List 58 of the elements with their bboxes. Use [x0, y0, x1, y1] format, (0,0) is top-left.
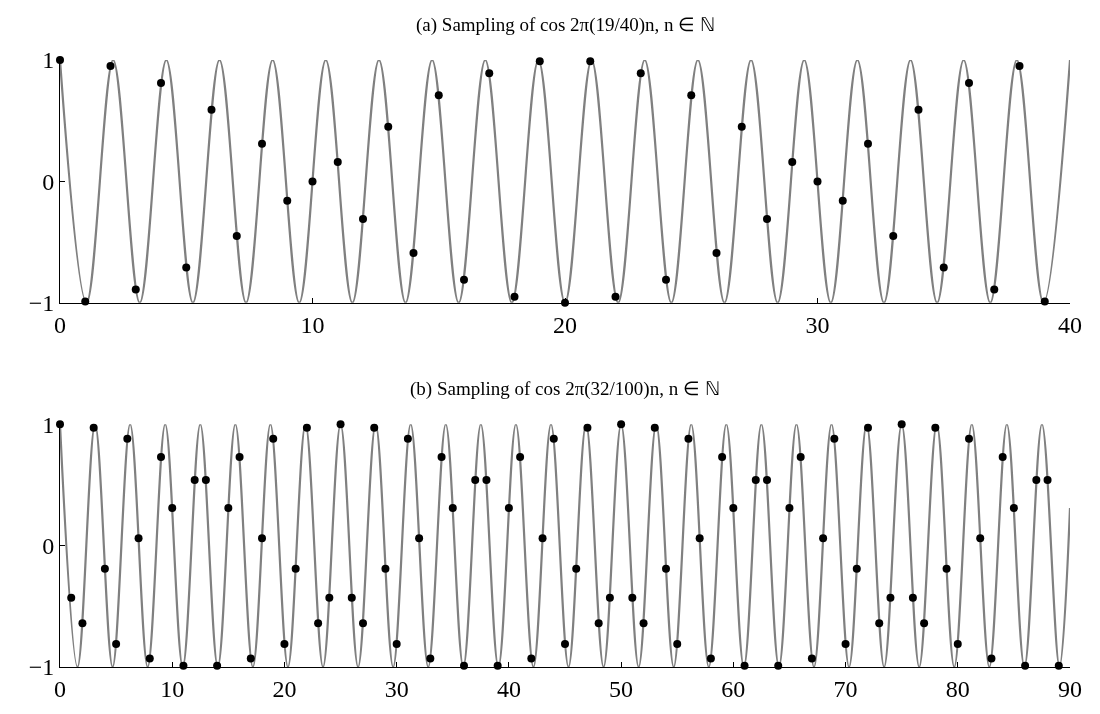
point	[990, 285, 999, 294]
point	[106, 62, 115, 71]
point	[131, 285, 140, 294]
x-tick-label: 10	[160, 675, 185, 702]
point	[182, 263, 191, 272]
x-tick-label: 70	[833, 675, 858, 702]
point	[535, 57, 544, 66]
point	[838, 196, 847, 205]
chart-title: (b) Sampling of cos 2π(32/100)n, n ∈ ℕ	[410, 378, 720, 400]
point	[636, 69, 645, 78]
x-tick-label: 30	[384, 675, 409, 702]
x-tick-label: 40	[1058, 311, 1082, 338]
point	[737, 122, 746, 131]
point	[510, 292, 519, 301]
chart-title: (a) Sampling of cos 2π(19/40)n, n ∈ ℕ	[416, 14, 716, 36]
point	[813, 177, 822, 186]
point	[409, 249, 418, 258]
point	[157, 79, 165, 88]
point	[712, 249, 721, 258]
x-tick-label: 10	[300, 311, 325, 338]
point	[283, 196, 292, 205]
point	[485, 69, 494, 78]
point	[460, 275, 468, 284]
y-tick-label: −1	[28, 654, 55, 681]
point	[56, 56, 64, 64]
y-tick-label: 1	[42, 47, 55, 74]
y-tick-label: −1	[28, 290, 55, 317]
point	[384, 122, 393, 131]
x-tick-label: 20	[553, 311, 577, 338]
point	[611, 292, 620, 301]
x-tick-label: 30	[805, 311, 830, 338]
point	[965, 79, 973, 88]
y-tick-label: 1	[42, 411, 55, 438]
point	[889, 232, 898, 241]
point	[864, 139, 872, 148]
point	[586, 57, 595, 66]
x-tick-label: 90	[1058, 675, 1082, 702]
point	[763, 215, 771, 224]
point	[939, 263, 948, 272]
point	[258, 139, 266, 148]
y-tick-label: 0	[42, 533, 55, 559]
y-tick-label: 0	[42, 168, 55, 195]
x-tick-label: 20	[272, 675, 297, 702]
x-tick-label: 60	[721, 675, 746, 702]
point	[788, 157, 797, 166]
point	[434, 91, 443, 100]
x-tick-label: 80	[945, 675, 970, 702]
x-tick-label: 40	[496, 675, 521, 702]
point	[914, 105, 923, 114]
point	[1015, 62, 1024, 71]
x-tick-label: 50	[609, 675, 634, 702]
point	[207, 105, 216, 114]
point	[662, 275, 670, 284]
point	[687, 91, 696, 100]
point	[308, 177, 317, 186]
point	[232, 232, 241, 241]
point	[359, 215, 367, 224]
point	[333, 157, 342, 166]
